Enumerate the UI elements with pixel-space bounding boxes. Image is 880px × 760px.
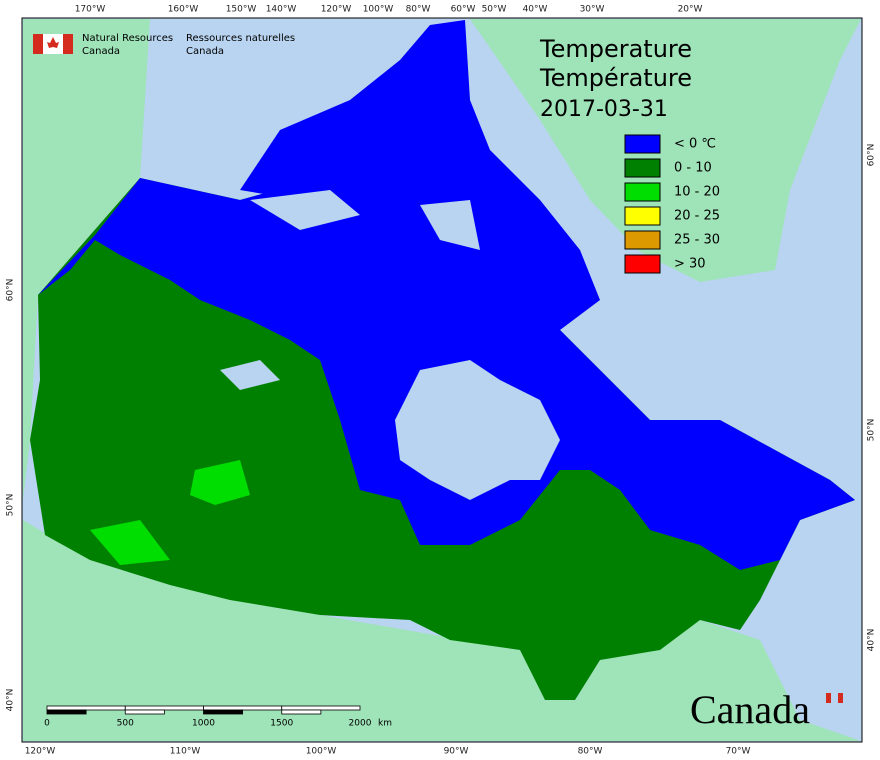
graticule-label: 40°W (523, 5, 548, 15)
graticule-labels: 170°W 160°W 150°W 140°W 120°W 100°W 80°W 60°W 50… (6, 5, 877, 757)
graticule-label: 60°N (867, 144, 877, 167)
legend-swatch (624, 158, 661, 178)
org-fr: Canada (186, 46, 224, 57)
scale-label: 0 (44, 719, 50, 729)
canada-wordmark: Canada (690, 687, 843, 732)
graticule-label: 80°W (406, 5, 431, 15)
graticule-label: 120°W (25, 747, 56, 757)
graticule-label: 90°W (444, 747, 469, 757)
maple-leaf (47, 37, 59, 48)
lake (220, 360, 280, 390)
graticule-label: 120°W (321, 5, 352, 15)
legend-label: 10 - 20 (674, 185, 720, 200)
nrcan-logo: Natural Resources Canada Ressources natu… (33, 33, 295, 57)
legend-swatch (624, 134, 661, 154)
graticule-label: 140°W (266, 5, 297, 15)
legend-label: 25 - 30 (674, 233, 720, 248)
water-bodies (220, 190, 560, 500)
wordmark: Canada (690, 687, 810, 732)
warm-patches (90, 460, 250, 565)
scale-segment (124, 709, 165, 715)
scale-segment (46, 705, 126, 711)
title: Temperature (539, 35, 692, 63)
legend-label: < 0 ℃ (674, 137, 716, 152)
scale-segment (124, 705, 204, 711)
scale-label: 1000 (192, 719, 215, 729)
graticule-label: 40°N (6, 689, 16, 712)
legend-swatch (624, 230, 661, 250)
legend-label: 0 - 10 (674, 161, 712, 176)
flag-bar (838, 693, 843, 703)
scale-segment (46, 709, 87, 715)
scale-label: 1500 (270, 719, 293, 729)
legend-swatch (624, 254, 661, 274)
scale-segment (203, 705, 283, 711)
title: Température (539, 64, 692, 92)
date: 2017-03-31 (540, 97, 668, 122)
graticule-label: 20°W (678, 5, 703, 15)
graticule-label: 100°W (306, 747, 337, 757)
land-other (23, 19, 861, 741)
flag-bar (63, 34, 73, 54)
arctic-islands (240, 20, 600, 330)
scale-bar: 0 500 1000 1500 2000 km (44, 705, 392, 729)
scale-segment (281, 709, 322, 715)
graticule-label: 40°N (867, 629, 877, 652)
graticule-label: 160°W (168, 5, 199, 15)
scale-label: 500 (117, 719, 134, 729)
legend-label: > 30 (674, 257, 706, 272)
alaska (23, 19, 150, 500)
legend-swatch (624, 182, 661, 202)
flag-bar (33, 34, 43, 54)
graticule-label: 50°N (6, 494, 16, 517)
scale-segment (281, 705, 361, 711)
greenland (470, 19, 861, 282)
graticule-label: 80°W (578, 747, 603, 757)
graticule-label: 50°N (867, 419, 877, 442)
org-fr: Ressources naturelles (186, 33, 295, 44)
graticule-label: 60°N (6, 279, 16, 302)
graticule-label: 60°W (451, 5, 476, 15)
channel (420, 200, 480, 250)
patch (90, 520, 170, 565)
usa (23, 520, 861, 741)
graticule-label: 30°W (580, 5, 605, 15)
legend-swatch (624, 206, 661, 226)
graticule-label: 170°W (75, 5, 106, 15)
scale-segment (203, 709, 244, 715)
graticule-label: 100°W (363, 5, 394, 15)
scale-unit: km (378, 719, 392, 729)
scale-label: 2000 (349, 719, 372, 729)
graticule-label: 50°W (482, 5, 507, 15)
org-en: Natural Resources (82, 33, 173, 44)
legend: < 0 ℃ 0 - 10 10 - 20 20 - 25 25 - 30 > 30 (624, 134, 720, 274)
graticule-label: 70°W (726, 747, 751, 757)
patch (190, 460, 250, 505)
hudson-bay (395, 360, 560, 500)
channel (250, 190, 360, 230)
flag-bar (826, 693, 831, 703)
graticule-label: 110°W (170, 747, 201, 757)
graticule-label: 150°W (226, 5, 257, 15)
legend-label: 20 - 25 (674, 209, 720, 224)
org-en: Canada (82, 46, 120, 57)
